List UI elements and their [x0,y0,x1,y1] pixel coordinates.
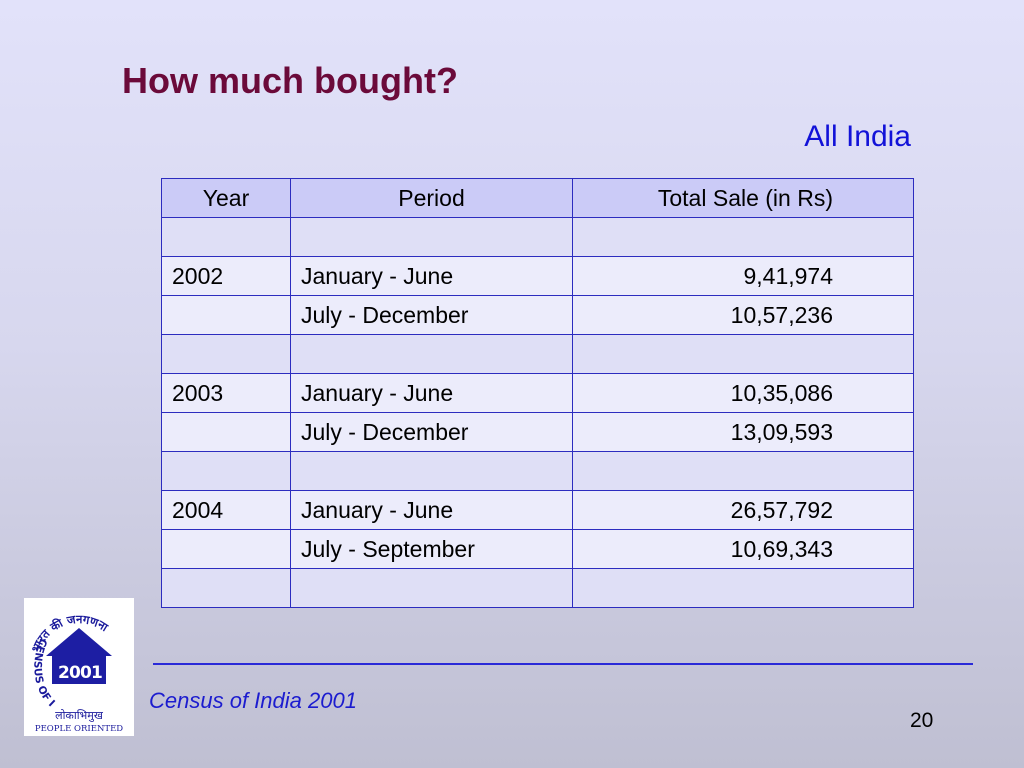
footer-text: Census of India 2001 [149,688,357,713]
cell-year [161,334,291,374]
census-logo: भारत की जनगणना 2 0 0 1 CENSUS OF INDIA ल… [20,589,134,736]
slide-title: How much bought? [122,60,458,101]
cell-total [572,568,914,608]
table-row: July - December 10,57,236 [161,295,914,335]
cell-year: 2004 [161,490,291,530]
cell-period [290,568,573,608]
cell-period: January - June [290,490,573,530]
table-row: 2004 January - June 26,57,792 [161,490,914,530]
table-row: 2002 January - June 9,41,974 [161,256,914,296]
census-logo-emblem: भारत की जनगणना 2 0 0 1 CENSUS OF INDIA ल… [20,589,124,734]
logo-motto: PEOPLE ORIENTED [35,724,123,734]
table-row [161,451,914,491]
cell-period [290,334,573,374]
header-year: Year [161,178,291,218]
cell-total [572,334,914,374]
logo-year-digit: 1 [91,663,103,683]
sales-table: Year Period Total Sale (in Rs) 2002 Janu… [161,178,914,608]
logo-year-digit: 2 [58,663,70,683]
cell-period: January - June [290,256,573,296]
page-number: 20 [910,709,934,732]
cell-period: July - December [290,412,573,452]
cell-total: 10,35,086 [572,373,914,413]
logo-year-digit: 0 [69,663,81,683]
cell-year [161,412,291,452]
slide-subtitle: All India [804,120,911,153]
cell-total: 9,41,974 [572,256,914,296]
cell-year [161,451,291,491]
cell-period [290,217,573,257]
cell-year [161,217,291,257]
cell-total: 10,69,343 [572,529,914,569]
footer-divider [153,663,973,665]
house-icon [46,628,112,684]
cell-year [161,529,291,569]
header-total-sale: Total Sale (in Rs) [572,178,914,218]
cell-year [161,568,291,608]
cell-total [572,451,914,491]
cell-period: July - December [290,295,573,335]
cell-total: 10,57,236 [572,295,914,335]
cell-period [290,451,573,491]
cell-total [572,217,914,257]
table-row [161,217,914,257]
header-period: Period [290,178,573,218]
cell-year: 2003 [161,373,291,413]
table-row: July - September 10,69,343 [161,529,914,569]
table-row [161,334,914,374]
cell-total: 13,09,593 [572,412,914,452]
logo-year-digit: 0 [80,663,92,683]
table-row: 2003 January - June 10,35,086 [161,373,914,413]
cell-period: January - June [290,373,573,413]
table-row [161,568,914,608]
table-row: July - December 13,09,593 [161,412,914,452]
table-header-row: Year Period Total Sale (in Rs) [161,178,914,218]
cell-total: 26,57,792 [572,490,914,530]
cell-year: 2002 [161,256,291,296]
cell-period: July - September [290,529,573,569]
logo-motto-hindi: लोकाभिमुख [55,709,104,722]
cell-year [161,295,291,335]
